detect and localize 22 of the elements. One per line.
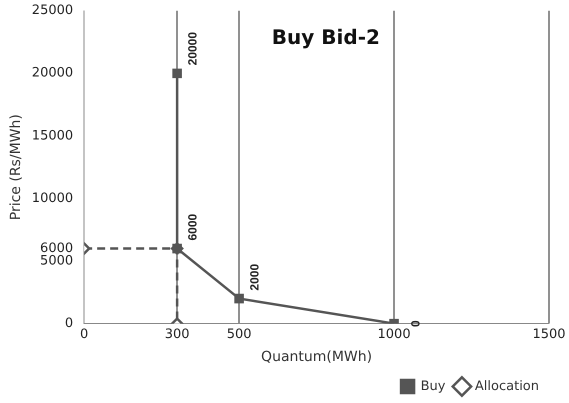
y-tick-label: 20000 <box>32 66 74 81</box>
y-tick-label: 25000 <box>32 3 74 18</box>
x-axis-title: Quantum(MWh) <box>261 349 372 366</box>
y-tick-label: 5000 <box>40 253 74 268</box>
y-tick-label: 6000 <box>40 240 74 256</box>
x-tick-label: 1000 <box>378 326 411 342</box>
x-tick-label: 300 <box>164 326 190 342</box>
legend-label: Buy <box>420 378 446 394</box>
data-label: 20000 <box>185 32 200 66</box>
data-label: 2000 <box>247 264 262 291</box>
y-tick-label: 15000 <box>32 128 74 144</box>
point <box>172 68 182 78</box>
x-tick-label: 1500 <box>532 326 566 342</box>
x-tick-label: 500 <box>226 326 252 342</box>
data-label: 6000 <box>185 214 200 241</box>
y-tick-label: 0 <box>64 316 74 331</box>
x-tick-label: 0 <box>80 326 88 342</box>
text: Buy Bid-2 <box>272 25 380 50</box>
data-label: 0 <box>408 320 422 327</box>
legend-label: Allocation <box>474 378 540 394</box>
y-tick-label: 10000 <box>32 190 74 206</box>
y-axis-title: Price (Rs/MWh) <box>8 114 24 220</box>
